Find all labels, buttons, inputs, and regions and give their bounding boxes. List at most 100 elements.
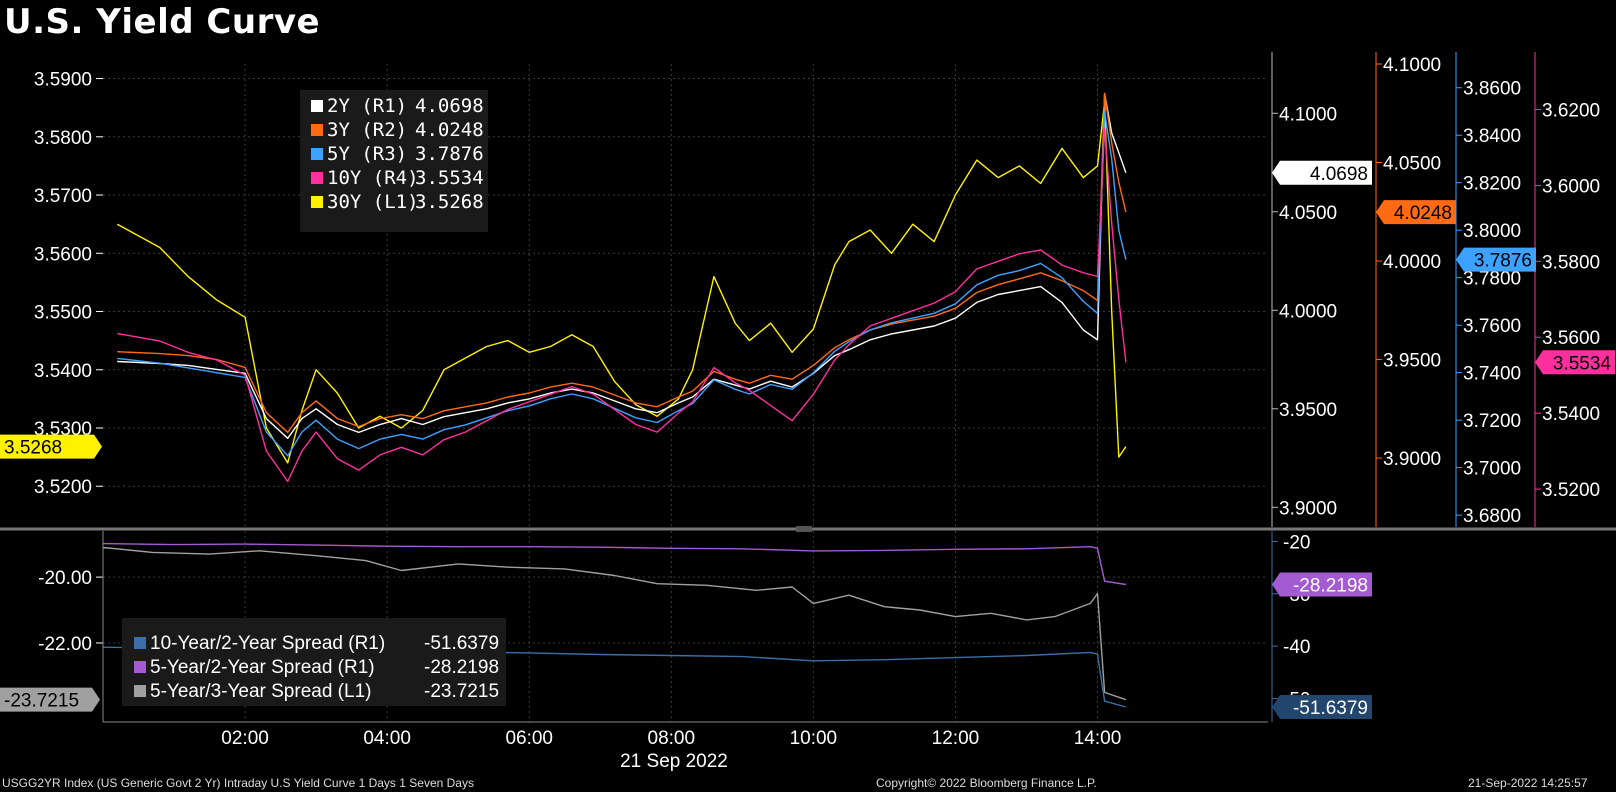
bl1-last-tag-bg bbox=[0, 687, 100, 712]
r4-last-tag-text: 3.5534 bbox=[1553, 353, 1612, 374]
l1-tick-label: 3.5800 bbox=[34, 128, 92, 149]
legend-value: -23.7215 bbox=[424, 681, 499, 702]
r2-last-tag-text: 4.0248 bbox=[1394, 203, 1452, 224]
bl1-last-tag: -23.7215 bbox=[0, 687, 100, 712]
r1-tick-label: 3.9000 bbox=[1279, 498, 1337, 519]
r3-tick-label: 3.8200 bbox=[1463, 174, 1521, 195]
footer-copyright: Copyright© 2022 Bloomberg Finance L.P. bbox=[876, 776, 1097, 790]
r3-tick-label: 3.7600 bbox=[1463, 316, 1521, 337]
r1-tick-label: 4.0000 bbox=[1279, 301, 1337, 322]
br1-tick-label: -40 bbox=[1283, 637, 1310, 658]
r3-tick-label: 3.7000 bbox=[1463, 459, 1521, 480]
r4-tick-label: 3.5800 bbox=[1542, 252, 1600, 273]
x-tick-label: 14:00 bbox=[1074, 728, 1122, 749]
bl1-tick-label: -22.00 bbox=[38, 634, 92, 655]
r2-tick-label: 3.9500 bbox=[1383, 351, 1441, 372]
r3-last-tag: 3.7876 bbox=[1456, 247, 1536, 272]
x-tick-label: 04:00 bbox=[363, 728, 411, 749]
legend-swatch bbox=[311, 196, 323, 208]
r3-tick-label: 3.7200 bbox=[1463, 411, 1521, 432]
footer-timestamp: 21-Sep-2022 14:25:57 bbox=[1468, 776, 1588, 790]
page-title: U.S. Yield Curve bbox=[4, 2, 321, 42]
r3-last-tag-text: 3.7876 bbox=[1474, 251, 1532, 272]
l1-tick-label: 3.5700 bbox=[34, 186, 92, 207]
r1-tick-label: 4.0500 bbox=[1279, 203, 1337, 224]
legend-value: 4.0248 bbox=[415, 119, 484, 141]
r4-last-tag: 3.5534 bbox=[1535, 350, 1615, 375]
overlay: 02:00 04:00 06:00 08:00 10:00 12:00 14:00 21 Se… bbox=[0, 90, 1616, 772]
r3-tick-label: 3.8400 bbox=[1463, 126, 1521, 147]
spread52-last-tag-bg bbox=[1272, 572, 1372, 597]
footer-security: USGG2YR Index (US Generic Govt 2 Yr) Int… bbox=[2, 776, 474, 790]
r3-tick-label: 3.8000 bbox=[1463, 221, 1521, 242]
legend-value: 3.7876 bbox=[415, 143, 484, 165]
spread102-last-tag: -51.6379 bbox=[1272, 695, 1372, 720]
legend-swatch bbox=[311, 100, 323, 112]
spread102-last-tag-bg bbox=[1272, 695, 1372, 720]
legend-label: 5Y (R3) bbox=[327, 143, 407, 165]
x-tick-label: 06:00 bbox=[505, 728, 553, 749]
legend-value: 3.5534 bbox=[415, 167, 484, 189]
x-tick-label: 12:00 bbox=[932, 728, 980, 749]
legend-label: 10-Year/2-Year Spread (R1) bbox=[150, 633, 385, 654]
r3-tick-label: 3.8600 bbox=[1463, 79, 1521, 100]
spread-panel: -20.00-22.00-20-30-40-50 bbox=[38, 531, 1310, 722]
r2-tick-label: 4.0000 bbox=[1383, 252, 1441, 273]
legend-label: 10Y (R4) bbox=[327, 167, 419, 189]
r4-tick-label: 3.5400 bbox=[1542, 404, 1600, 425]
x-tick-label: 10:00 bbox=[790, 728, 838, 749]
r3-tick-label: 3.7400 bbox=[1463, 364, 1521, 385]
r3-last-tag-bg bbox=[1456, 247, 1536, 272]
series-line-5y bbox=[117, 110, 1127, 457]
legend-swatch bbox=[134, 637, 146, 649]
l1-last-tag: 3.5268 bbox=[0, 434, 102, 459]
l1-tick-label: 3.5600 bbox=[34, 244, 92, 265]
spread-legend-bg bbox=[122, 618, 506, 706]
yield-panel: 3.59003.58003.57003.56003.55003.54003.53… bbox=[34, 52, 1600, 527]
legend-swatch bbox=[134, 661, 146, 673]
r4-tick-label: 3.5200 bbox=[1542, 480, 1600, 501]
x-tick-label: 08:00 bbox=[648, 728, 696, 749]
r3-tick-label: 3.6800 bbox=[1463, 506, 1521, 527]
panel-divider-handle bbox=[796, 526, 812, 532]
legend-value: -51.6379 bbox=[424, 633, 499, 654]
br1-tick-label: -20 bbox=[1283, 532, 1310, 553]
l1-tick-label: 3.5200 bbox=[34, 477, 92, 498]
series-line-3y bbox=[117, 92, 1127, 434]
chart-canvas: 3.59003.58003.57003.56003.55003.54003.53… bbox=[0, 52, 1616, 772]
r4-tick-label: 3.5600 bbox=[1542, 328, 1600, 349]
r1-last-tag-bg bbox=[1272, 160, 1372, 185]
spread-line-5-year-3-year bbox=[102, 546, 1127, 701]
l1-last-tag-text: 3.5268 bbox=[4, 438, 62, 459]
r4-tick-label: 3.6200 bbox=[1542, 101, 1600, 122]
series-line-10y bbox=[117, 127, 1127, 483]
legend-swatch bbox=[311, 124, 323, 136]
r2-last-tag: 4.0248 bbox=[1376, 200, 1456, 225]
l1-tick-label: 3.5500 bbox=[34, 303, 92, 324]
r1-last-tag: 4.0698 bbox=[1272, 160, 1372, 185]
r1-tick-label: 3.9500 bbox=[1279, 400, 1337, 421]
r2-tick-label: 4.1000 bbox=[1383, 55, 1441, 76]
legend-label: 30Y (L1) bbox=[327, 191, 419, 213]
spread52-last-tag: -28.2198 bbox=[1272, 572, 1372, 597]
r2-tick-label: 4.0500 bbox=[1383, 154, 1441, 175]
series-line-30y bbox=[116, 101, 1127, 464]
x-axis-label: 21 Sep 2022 bbox=[620, 751, 728, 772]
yield-legend-bg bbox=[300, 90, 488, 232]
legend-value: 3.5268 bbox=[415, 191, 484, 213]
l1-tick-label: 3.5900 bbox=[34, 70, 92, 91]
legend-swatch bbox=[311, 172, 323, 184]
spread102-last-tag-text: -51.6379 bbox=[1293, 698, 1368, 719]
r4-last-tag-bg bbox=[1535, 350, 1615, 375]
legend-value: 4.0698 bbox=[415, 95, 484, 117]
spread-legend: 10-Year/2-Year Spread (R1) -51.6379 5-Year… bbox=[122, 618, 506, 706]
legend-swatch bbox=[311, 148, 323, 160]
yield-legend: 2Y (R1) 4.0698 3Y (R2) 4.0248 5Y (R3) 3.78761… bbox=[300, 90, 488, 232]
legend-label: 3Y (R2) bbox=[327, 119, 407, 141]
r1-last-tag-text: 4.0698 bbox=[1310, 164, 1368, 185]
legend-swatch bbox=[134, 685, 146, 697]
spread52-last-tag-text: -28.2198 bbox=[1293, 575, 1368, 596]
legend-label: 5-Year/3-Year Spread (L1) bbox=[150, 681, 371, 702]
r1-tick-label: 4.1000 bbox=[1279, 104, 1337, 125]
series-line-2y bbox=[117, 92, 1127, 439]
